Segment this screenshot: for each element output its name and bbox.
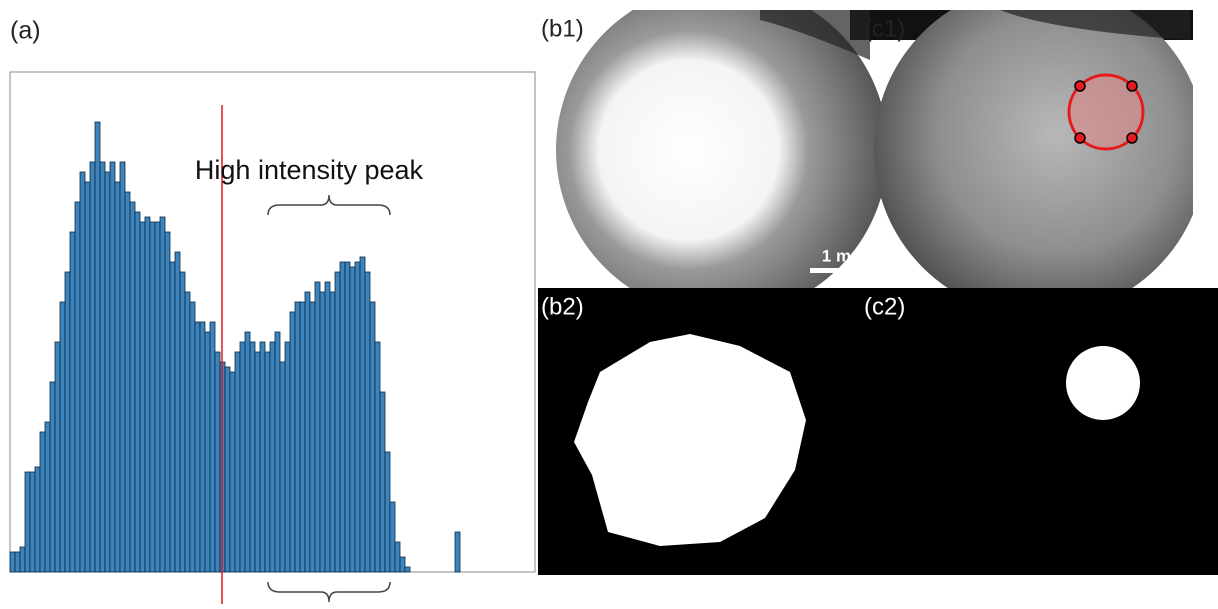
bar (229, 371, 236, 573)
panel-label: (a) (10, 17, 41, 45)
bar (54, 341, 61, 573)
panel-label: (c1) (864, 15, 905, 42)
bar (104, 171, 111, 573)
bar (354, 261, 361, 573)
bar (99, 161, 106, 573)
bar (309, 301, 316, 573)
bar (169, 261, 176, 573)
bar (49, 381, 56, 573)
bar (359, 256, 366, 573)
bar (149, 221, 156, 573)
bar (89, 161, 96, 573)
bar (74, 201, 81, 573)
scale-bar-label: 1 mm (822, 246, 866, 265)
bar (39, 431, 46, 573)
bar (129, 201, 136, 573)
bar (294, 301, 301, 573)
bar (174, 251, 181, 573)
bar (374, 341, 381, 573)
image-b1 (556, 10, 888, 288)
scale-bar (810, 268, 878, 273)
peak-brace (267, 581, 391, 603)
bar (329, 291, 336, 573)
bar (379, 391, 386, 573)
bar (94, 121, 101, 573)
bar (344, 261, 351, 573)
bar (204, 331, 211, 573)
bar (24, 471, 31, 573)
bar (404, 566, 411, 573)
image-shadow (760, 10, 1190, 60)
bar (179, 271, 186, 573)
bar (184, 291, 191, 573)
peak-brace (267, 194, 391, 216)
bar (9, 551, 16, 573)
bar (389, 501, 396, 573)
bar (364, 271, 371, 573)
roi-circle (1067, 73, 1145, 151)
annotation: High intensity peak (195, 155, 424, 185)
bar (154, 221, 161, 573)
bar (289, 311, 296, 573)
bar (209, 321, 216, 573)
bar (84, 181, 91, 573)
bar (139, 221, 146, 573)
image-panels: 1 mm (b1) (c1) (b2) (c2) (538, 10, 1218, 575)
bar (34, 466, 41, 573)
bar (319, 291, 326, 573)
bar (124, 191, 131, 573)
bar (64, 271, 71, 573)
bar (399, 556, 406, 573)
bar (234, 351, 241, 573)
bar (274, 331, 281, 573)
panel-label: (c2) (864, 293, 905, 320)
bar (134, 211, 141, 573)
bar (44, 421, 51, 573)
bar (159, 216, 166, 573)
bar (369, 301, 376, 573)
binary-mask-c2 (1066, 346, 1140, 420)
bar (249, 341, 256, 573)
bar (189, 301, 196, 573)
bar (119, 161, 126, 573)
bar (59, 301, 66, 573)
bar (394, 541, 401, 573)
bar (69, 231, 76, 573)
bar (164, 231, 171, 573)
bar (454, 531, 461, 573)
image-c1 (874, 10, 1193, 288)
bar (254, 351, 261, 573)
bar (259, 341, 266, 573)
bar (14, 551, 21, 573)
bar (144, 216, 151, 573)
panel-label: (b1) (541, 15, 584, 42)
bar (299, 301, 306, 573)
bar (109, 161, 116, 573)
bar (284, 341, 291, 573)
binary-mask-b2 (574, 334, 806, 546)
roi-handles (1074, 80, 1138, 144)
bar (314, 281, 321, 573)
bar (304, 291, 311, 573)
bar (324, 281, 331, 573)
bar (339, 261, 346, 573)
bar (239, 341, 246, 573)
bar (29, 471, 36, 573)
bar (334, 271, 341, 573)
bar (19, 546, 26, 573)
bar (384, 451, 391, 573)
panel-label: (b2) (541, 293, 584, 320)
bar (279, 361, 286, 573)
bar (349, 266, 356, 573)
bar (79, 171, 86, 573)
bar (114, 181, 121, 573)
bar (224, 366, 231, 573)
bar (199, 321, 206, 573)
bar (194, 321, 201, 573)
bar (214, 351, 221, 573)
bar (264, 351, 271, 573)
bar (244, 331, 251, 573)
bar (269, 341, 276, 573)
